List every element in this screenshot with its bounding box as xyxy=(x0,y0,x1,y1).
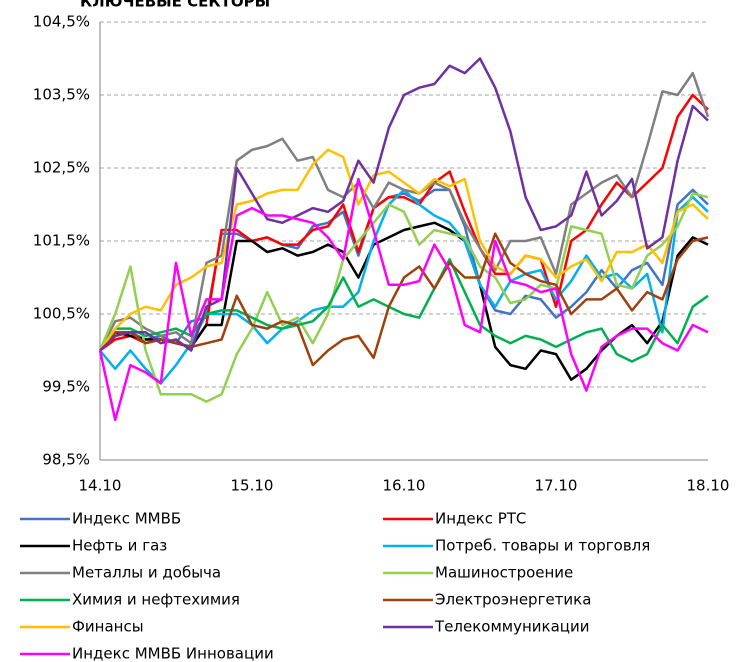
legend-label: Электроэнергетика xyxy=(435,591,591,609)
series-line xyxy=(99,93,709,352)
series-line xyxy=(99,221,709,381)
y-tick-label: 104,5% xyxy=(33,13,90,31)
legend-label: Индекс ММВБ xyxy=(72,510,181,528)
series-line xyxy=(98,71,710,352)
y-tick-label: 103,5% xyxy=(33,86,90,104)
legend-label: Индекс РТС xyxy=(435,510,526,528)
series-line xyxy=(99,232,709,367)
y-tick-label: 99,5% xyxy=(42,378,90,396)
y-tick-label: 100,5% xyxy=(33,305,90,323)
legend-label: Машиностроение xyxy=(435,564,573,582)
legend-label: Индекс ММВБ Инновации xyxy=(72,645,274,662)
legend-label: Потреб. товары и торговля xyxy=(435,537,650,555)
chart-title: КЛЮЧЕВЫЕ СЕКТОРЫ xyxy=(80,0,270,11)
y-tick-label: 98,5% xyxy=(42,451,90,469)
x-tick-label: 18.10 xyxy=(687,477,730,495)
y-tick-label: 101,5% xyxy=(33,232,90,250)
x-tick-label: 16.10 xyxy=(383,477,426,495)
series-line xyxy=(98,177,709,422)
legend-label: Финансы xyxy=(72,618,144,636)
x-tick-label: 15.10 xyxy=(231,477,274,495)
legend-label: Металлы и добыча xyxy=(72,564,221,582)
series-line xyxy=(98,148,709,352)
legend-label: Телекоммуникации xyxy=(434,618,589,636)
legend-label: Химия и нефтехимия xyxy=(72,591,240,609)
legend-label: Нефть и газ xyxy=(72,537,167,555)
x-tick-label: 14.10 xyxy=(79,477,122,495)
x-tick-label: 17.10 xyxy=(535,477,578,495)
y-tick-label: 102,5% xyxy=(33,159,90,177)
series-line xyxy=(98,192,709,403)
series-line xyxy=(99,57,709,352)
